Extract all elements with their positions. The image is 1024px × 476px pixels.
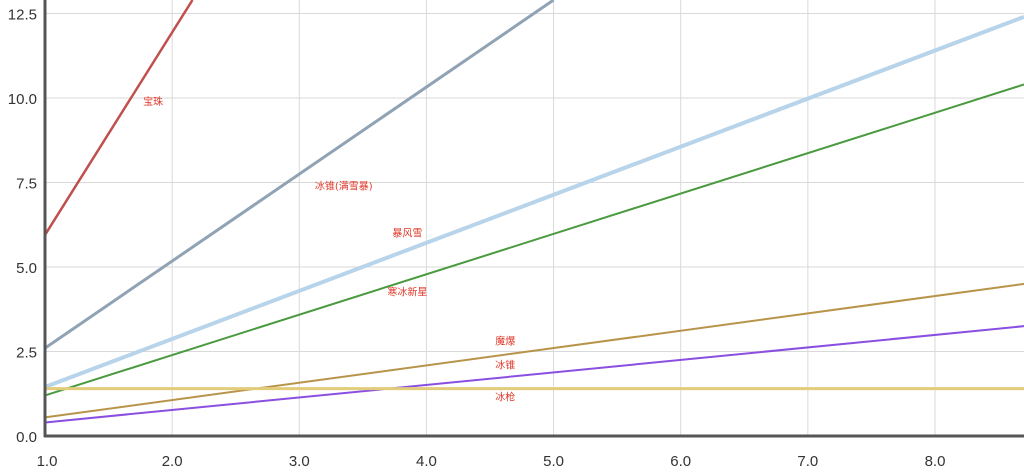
axes <box>43 0 1024 438</box>
y-tick-label: 0.0 <box>16 429 37 446</box>
y-tick-label: 12.5 <box>8 7 37 24</box>
series-line-4 <box>44 282 1024 419</box>
series-label-1: 冰锥(满雪暴) <box>315 179 373 192</box>
series-line-3 <box>44 83 1024 397</box>
series-label-4: 魔爆 <box>495 335 515 348</box>
x-tick-label: 3.0 <box>289 453 310 470</box>
series-label-2: 暴风雪 <box>392 228 422 240</box>
series-line-2 <box>44 15 1024 389</box>
y-tick-label: 7.5 <box>16 176 37 193</box>
series-line-1 <box>44 0 555 350</box>
x-tick-label: 7.0 <box>797 453 818 470</box>
y-tick-label: 2.5 <box>16 345 37 362</box>
x-tick-label: 6.0 <box>670 453 691 470</box>
x-tick-label: 1.0 <box>37 453 58 470</box>
series-line-5 <box>44 325 1024 424</box>
y-tick-label: 10.0 <box>8 91 37 108</box>
series-label-6: 冰枪 <box>495 391 515 404</box>
x-tick-label: 4.0 <box>416 453 437 470</box>
series-label-5: 冰锥 <box>495 358 515 371</box>
tick-labels: 1.0 2.0 3.0 4.0 5.0 6.0 7.0 8.0 0.0 2.5 5.0 7.5 10.0… <box>8 7 946 470</box>
y-tick-label: 5.0 <box>16 260 37 277</box>
x-tick-label: 8.0 <box>925 453 946 470</box>
series-label-3: 寒冰新星 <box>387 286 427 299</box>
series-lines <box>43 0 1024 424</box>
series-label-0: 宝珠 <box>143 95 163 108</box>
grid-lines <box>45 0 1024 436</box>
x-tick-label: 5.0 <box>543 453 564 470</box>
x-tick-label: 2.0 <box>162 453 183 470</box>
series-line-0 <box>43 0 194 236</box>
